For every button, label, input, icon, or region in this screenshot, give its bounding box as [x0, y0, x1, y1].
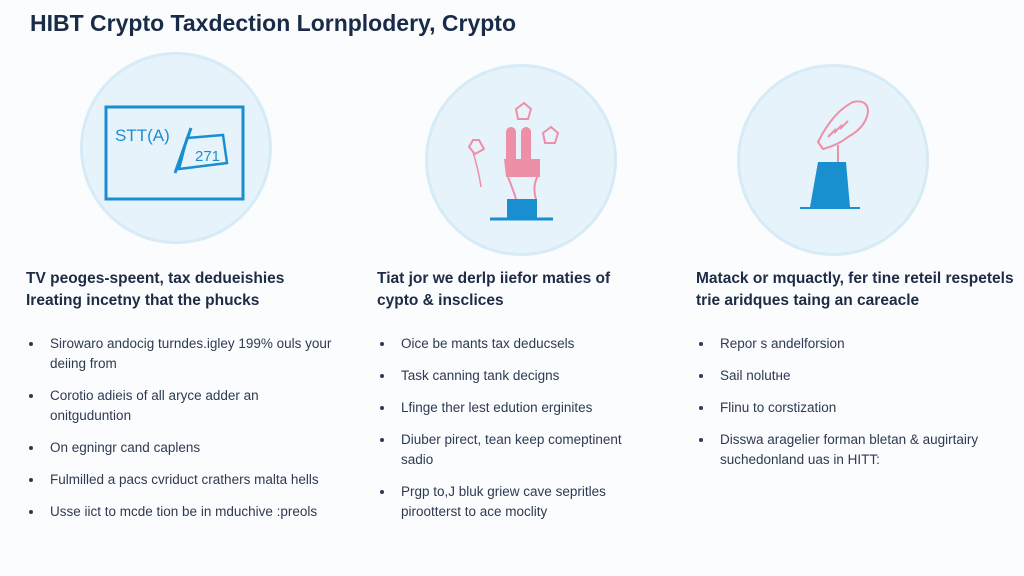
list-item: Flinu to corstization: [714, 398, 1016, 418]
list-item: Task canning tank decigns: [395, 366, 647, 386]
victory-hand-illustration: [428, 67, 614, 253]
list-item: Diuber pirect, tean keep comeptinent sad…: [395, 430, 647, 470]
list-item: Sirowaro andocig turndes.igley 199% ouls…: [44, 334, 336, 374]
victory-hand-icon: [467, 101, 560, 221]
list-item: Disswa aragelier forman bletan & augirta…: [714, 430, 1016, 470]
tax-form-icon: STT(A) 271: [104, 105, 245, 201]
list-item: Oice be mants tax deducsels: [395, 334, 647, 354]
list-item: Lfinge ther lest edution erginites: [395, 398, 647, 418]
ballot-box-hand-icon: [800, 100, 870, 209]
list-item: Repor s andelforsion: [714, 334, 1016, 354]
list-item: Sail nolutне: [714, 366, 1016, 386]
column-3: Matack or mquactly, fer tine reteil resp…: [696, 268, 1016, 482]
column-2: Tiat jor we derlp iiefor maties of cypto…: [377, 268, 647, 534]
list-item: Usse iict to mcde tion be in mduchive :p…: [44, 502, 336, 522]
form-number: 271: [195, 148, 220, 165]
list-item: Prgp to,J bluk griew cave sepritles piro…: [395, 482, 647, 522]
column-heading: Matack or mquactly, fer tine reteil resp…: [696, 270, 1014, 309]
tax-form-illustration: STT(A) 271: [83, 55, 269, 241]
column-heading: Tiat jor we derlp iiefor maties of cypto…: [377, 270, 611, 309]
column-1: TV peoges-speent, tax deduеishies Ireati…: [26, 268, 336, 534]
column-heading: TV peoges-speent, tax deduеishies Ireati…: [26, 270, 285, 309]
list-item: Fulmilled a pacs cvriduct crathers malta…: [44, 470, 336, 490]
page-title: HIBT Crypto Taxdection Lornplodery, Cryp…: [30, 10, 516, 36]
form-text: STT(A): [115, 126, 170, 145]
list-item: On egningr cand caplens: [44, 438, 336, 458]
ballot-box-illustration: [740, 67, 926, 253]
list-item: Corotio adieis of all aryce adder an oni…: [44, 386, 336, 426]
